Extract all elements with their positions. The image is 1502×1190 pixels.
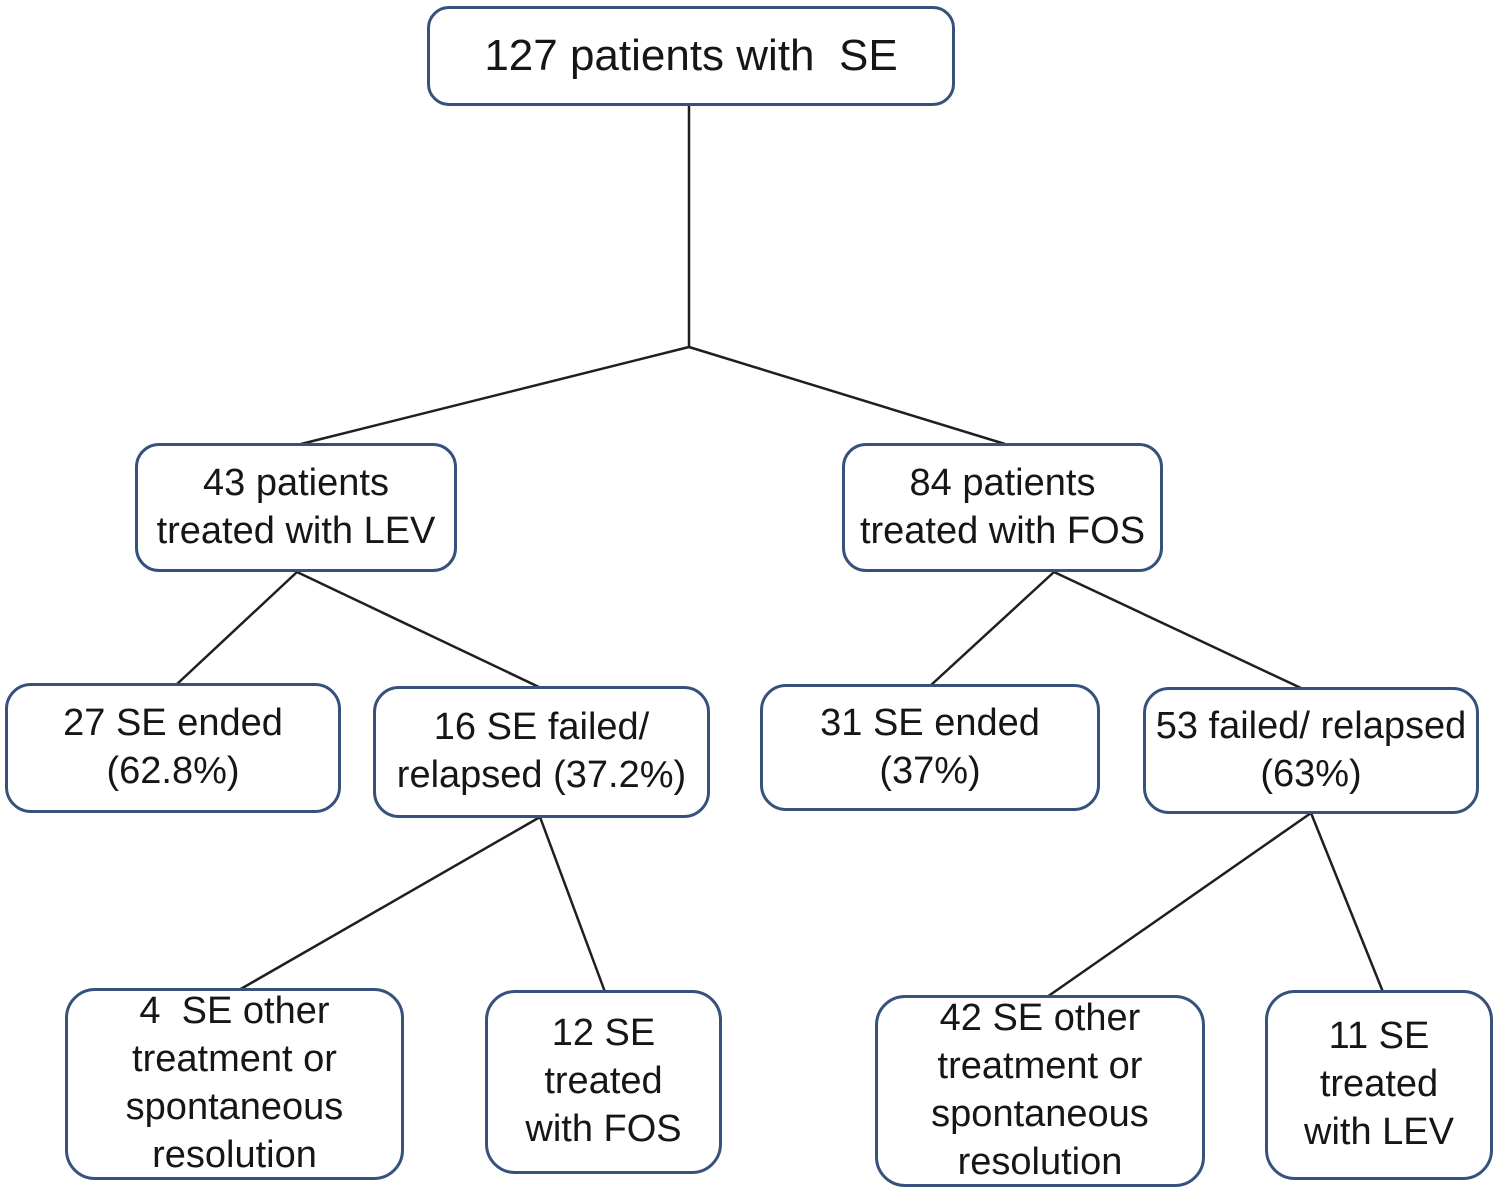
connector-levfailed-fos: [538, 816, 607, 993]
node-lev-then-fos: 12 SE treated with FOS: [485, 990, 722, 1174]
node-fos-then-lev-label: 11 SE treated with LEV: [1304, 1015, 1454, 1153]
node-lev-other-treatment-label: 4 SE other treatment or spontaneous reso…: [125, 990, 344, 1176]
node-total-patients: 127 patients with SE: [427, 6, 955, 106]
connector-fosfailed-lev: [1309, 812, 1385, 993]
node-lev-se-ended: 27 SE ended (62.8%): [5, 683, 341, 813]
connector-fos-failed: [1053, 570, 1304, 691]
connector-lev-ended: [175, 571, 298, 686]
node-lev-treated: 43 patients treated with LEV: [135, 443, 457, 572]
node-lev-other-treatment: 4 SE other treatment or spontaneous reso…: [65, 988, 404, 1180]
node-fos-se-ended-label: 31 SE ended (37%): [820, 701, 1051, 792]
node-fos-then-lev: 11 SE treated with LEV: [1265, 990, 1493, 1180]
node-lev-then-fos-label: 12 SE treated with FOS: [525, 1012, 682, 1150]
node-fos-se-failed: 53 failed/ relapsed (63%): [1143, 687, 1479, 814]
node-lev-se-failed: 16 SE failed/ relapsed (37.2%): [373, 686, 710, 818]
connector-root-lev: [300, 345, 690, 446]
node-total-patients-label: 127 patients with SE: [484, 31, 898, 81]
connector-lev-failed: [296, 570, 542, 690]
connector-levfailed-other: [238, 815, 541, 992]
node-lev-se-failed-label: 16 SE failed/ relapsed (37.2%): [396, 706, 687, 796]
node-fos-treated-label: 84 patients treated with FOS: [859, 461, 1146, 552]
node-fos-treated: 84 patients treated with FOS: [842, 443, 1163, 572]
node-fos-other-treatment-label: 42 SE other treatment or spontaneous res…: [931, 997, 1149, 1183]
connector-fosfailed-other: [1046, 811, 1312, 999]
node-fos-se-ended: 31 SE ended (37%): [760, 684, 1100, 811]
connector-root-fos: [688, 345, 1006, 446]
node-fos-se-failed-label: 53 failed/ relapsed (63%): [1155, 704, 1467, 795]
node-lev-treated-label: 43 patients treated with LEV: [156, 461, 436, 552]
node-fos-other-treatment: 42 SE other treatment or spontaneous res…: [875, 995, 1205, 1187]
connector-fos-ended: [929, 571, 1055, 687]
node-lev-se-ended-label: 27 SE ended (62.8%): [63, 702, 283, 792]
